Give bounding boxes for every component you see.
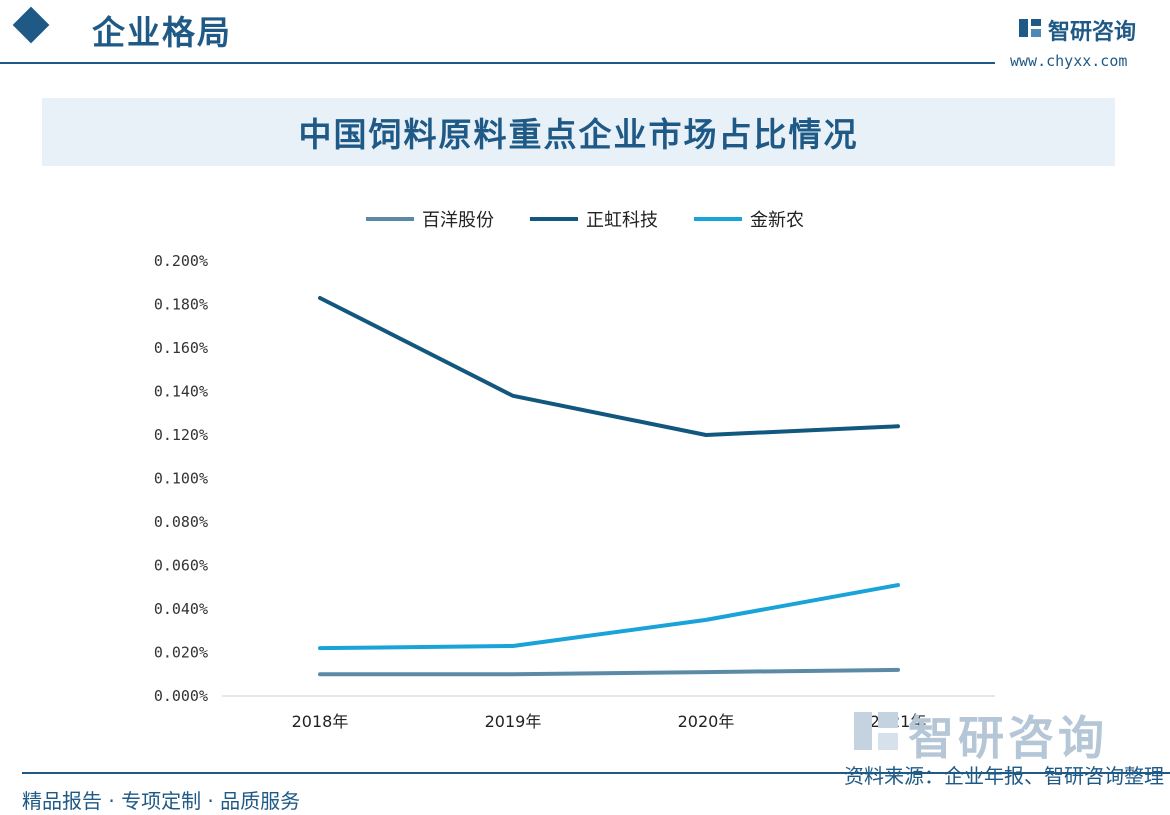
legend-swatch xyxy=(694,217,742,221)
series-line-3 xyxy=(318,583,900,651)
legend-item: 百洋股份 xyxy=(366,204,494,234)
header-divider xyxy=(0,62,995,64)
legend-swatch xyxy=(366,217,414,221)
y-tick-label: 0.000% xyxy=(154,687,208,705)
y-tick-label: 0.080% xyxy=(154,513,208,531)
chart-title: 中国饲料原料重点企业市场占比情况 xyxy=(298,115,859,154)
x-tick-label: 2018年 xyxy=(292,712,349,731)
legend-item: 金新农 xyxy=(694,204,804,234)
header: 企业格局 智研咨询 www.chyxx.com xyxy=(0,0,1170,70)
legend-swatch xyxy=(530,217,578,221)
data-source: 资料来源：企业年报、智研咨询整理 xyxy=(844,764,1164,788)
brand-url: www.chyxx.com xyxy=(1010,52,1128,70)
legend-label: 百洋股份 xyxy=(422,210,494,231)
legend-label: 正虹科技 xyxy=(586,210,658,231)
legend-label: 金新农 xyxy=(750,210,804,231)
y-tick-label: 0.160% xyxy=(154,339,208,357)
legend-item: 正虹科技 xyxy=(530,204,658,234)
y-tick-label: 0.040% xyxy=(154,600,208,618)
y-tick-label: 0.020% xyxy=(154,644,208,662)
series-line-1 xyxy=(318,667,900,677)
chart-legend: 百洋股份 正虹科技 金新农 xyxy=(0,204,1170,234)
brand-logo-icon xyxy=(1019,19,1041,37)
x-tick-label: 2020年 xyxy=(678,712,735,731)
footer-divider xyxy=(22,772,1170,774)
y-tick-label: 0.200% xyxy=(154,252,208,270)
watermark-logo-icon xyxy=(854,712,898,750)
footer-slogan: 精品报告 · 专项定制 · 品质服务 xyxy=(22,789,301,813)
chart-title-band: 中国饲料原料重点企业市场占比情况 xyxy=(42,98,1115,166)
watermark-text: 智研咨询 xyxy=(908,711,1108,765)
y-tick-label: 0.100% xyxy=(154,470,208,488)
series-line-2 xyxy=(318,295,900,437)
y-tick-label: 0.140% xyxy=(154,383,208,401)
brand-name: 智研咨询 xyxy=(1048,20,1137,45)
x-tick-label: 2019年 xyxy=(485,712,542,731)
y-tick-label: 0.120% xyxy=(154,426,208,444)
section-title: 企业格局 xyxy=(92,13,232,52)
y-tick-label: 0.180% xyxy=(154,296,208,314)
y-tick-label: 0.060% xyxy=(154,557,208,575)
